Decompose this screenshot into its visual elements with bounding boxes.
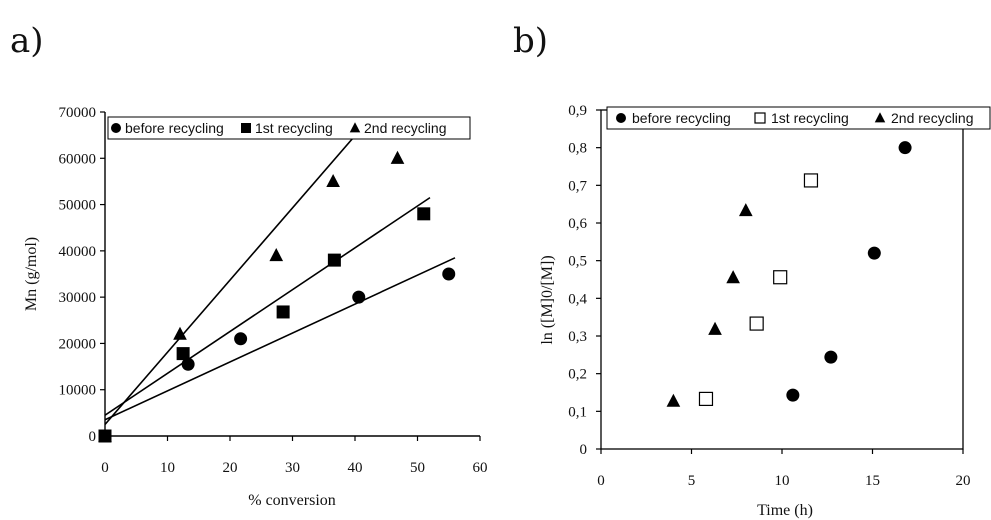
y-tick-label: 0,3: [568, 329, 587, 345]
data-point-square: [276, 305, 290, 319]
data-point-square: [417, 207, 431, 221]
y-tick-label: 70000: [59, 105, 97, 121]
y-axis-title: ln ([M]0/[M]): [539, 255, 556, 344]
legend-label: before recycling: [632, 110, 731, 126]
data-point-circle: [352, 290, 366, 304]
y-tick-label: 0: [89, 429, 97, 445]
y-tick-label: 0,1: [568, 404, 587, 420]
x-tick-label: 5: [688, 473, 696, 489]
legend-label: before recycling: [125, 120, 224, 136]
x-tick-label: 15: [865, 473, 880, 489]
data-point-triangle: [708, 321, 722, 335]
data-point-triangle: [173, 326, 187, 340]
legend-box: [107, 116, 471, 140]
fit-line-triangle: [105, 120, 369, 425]
data-point-circle: [181, 357, 195, 371]
y-tick-label: 60000: [59, 151, 97, 167]
chart-mn-vs-conversion: 0 10 20 30 40 50 60 0 10000 20000 30000 40000 50000 6…: [23, 105, 488, 509]
data-point-circle: [867, 246, 881, 260]
data-point-square: [176, 347, 190, 361]
legend-label: 1st recycling: [255, 120, 333, 136]
y-tick-label: 0,4: [568, 291, 587, 307]
legend-label: 1st recycling: [771, 110, 849, 126]
data-point-circle: [898, 141, 912, 155]
data-point-open-square: [698, 391, 714, 407]
data-point-open-square: [803, 173, 819, 188]
y-tick-label: 0,8: [568, 141, 587, 157]
x-tick-label: 60: [473, 460, 488, 476]
legend-marker-triangle: [874, 112, 886, 123]
y-axis-title: Mn (g/mol): [23, 237, 40, 311]
data-point-circle: [234, 332, 248, 346]
panel-b-letter: b): [513, 21, 548, 61]
y-tick-label: 0,7: [568, 178, 587, 194]
legend-label: 2nd recycling: [891, 110, 974, 126]
legend-marker-triangle: [349, 122, 361, 133]
x-tick-label: 20: [956, 473, 971, 489]
legend-marker-circle: [616, 113, 626, 123]
data-point-triangle: [98, 428, 112, 442]
y-tick-label: 50000: [59, 198, 97, 214]
y-tick-label: 0,2: [568, 367, 587, 383]
data-point-open-square: [749, 316, 764, 331]
chart-ln-vs-time: 0 5 10 15 20 0 0,1 0,2 0,3 0,4 0,5 0,6 0,7 0,8 0,9 Time…: [539, 103, 991, 519]
data-point-triangle: [269, 248, 284, 262]
fit-line-circle: [105, 257, 456, 421]
data-point-triangle: [738, 203, 753, 217]
y-tick-label: 40000: [59, 244, 97, 260]
data-point-triangle: [726, 270, 740, 284]
y-tick-label: 0: [580, 442, 588, 458]
x-axis-title: % conversion: [248, 492, 336, 509]
x-tick-label: 10: [775, 473, 790, 489]
x-tick-label: 50: [410, 460, 425, 476]
legend-marker-circle: [111, 123, 121, 133]
legend-box: [606, 106, 991, 130]
x-axis-title: Time (h): [757, 502, 813, 519]
fit-line-square: [105, 196, 431, 416]
x-tick-label: 20: [223, 460, 238, 476]
x-tick-label: 40: [348, 460, 363, 476]
data-point-circle: [442, 267, 456, 281]
y-tick-label: 30000: [59, 290, 97, 306]
x-tick-label: 10: [160, 460, 175, 476]
data-point-triangle: [390, 150, 405, 164]
data-point-open-square: [773, 270, 788, 285]
data-point-circle: [824, 350, 838, 364]
data-point-triangle: [326, 173, 340, 188]
legend-label: 2nd recycling: [364, 120, 447, 136]
y-tick-label: 0,9: [568, 103, 587, 119]
x-tick-label: 0: [101, 460, 109, 476]
y-tick-label: 10000: [59, 383, 97, 399]
data-point-triangle: [666, 393, 681, 407]
data-point-circle: [786, 388, 800, 402]
y-tick-label: 0,5: [568, 254, 587, 270]
data-point-square: [327, 253, 341, 267]
legend-marker-square: [241, 123, 251, 133]
y-tick-label: 0,6: [568, 216, 587, 232]
panel-a-letter: a): [10, 21, 44, 61]
legend-marker-open-square: [754, 112, 766, 124]
y-tick-label: 20000: [59, 336, 97, 352]
x-tick-label: 0: [597, 473, 605, 489]
x-tick-label: 30: [285, 460, 300, 476]
